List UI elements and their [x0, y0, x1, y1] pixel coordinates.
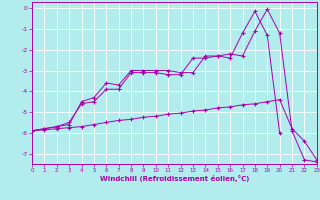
X-axis label: Windchill (Refroidissement éolien,°C): Windchill (Refroidissement éolien,°C) [100, 175, 249, 182]
